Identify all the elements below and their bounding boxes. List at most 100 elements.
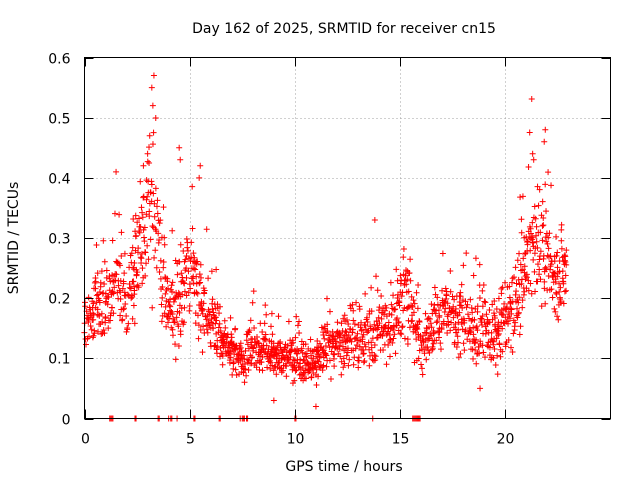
data-point [459,305,466,312]
data-point [352,345,359,352]
data-point [131,287,138,294]
x-tick-label: 10 [287,432,305,448]
data-point [177,331,184,338]
data-point [404,340,411,347]
data-point [394,277,401,284]
data-point [249,354,255,361]
data-point [258,359,265,366]
data-point [533,238,540,245]
data-point [527,280,534,287]
data-point [208,316,215,323]
data-point [158,318,165,325]
data-point [162,290,169,297]
data-point [326,344,333,351]
data-point [106,275,113,282]
data-point [518,280,525,287]
data-point [307,336,314,343]
data-point [358,319,365,326]
data-point [157,257,164,264]
data-point [317,353,324,360]
data-point [369,356,376,363]
data-point [467,296,474,303]
data-point [291,362,298,369]
data-point [472,339,479,346]
data-point [461,347,468,354]
data-point [534,244,541,251]
data-point [390,292,397,299]
data-point [275,359,282,366]
data-point [179,291,186,298]
data-point [515,310,522,317]
data-point [488,329,495,336]
data-point [543,266,550,273]
data-point [326,308,333,315]
data-point [139,265,146,272]
data-point [480,282,487,289]
data-point [212,314,219,321]
data-point [371,352,378,359]
data-point [507,305,514,312]
data-point [134,219,141,226]
data-point [203,326,210,333]
data-point [285,318,292,325]
data-point [399,323,406,330]
data-point [341,312,348,319]
data-point [340,364,347,371]
data-point [350,317,357,324]
data-point [260,345,267,352]
data-point [86,333,93,340]
data-point [160,264,167,271]
data-point [514,314,521,321]
data-point [275,313,282,320]
data-point [364,318,371,325]
data-point [501,300,508,307]
data-point [376,304,383,311]
data-point [401,335,408,342]
data-point [164,319,171,326]
data-point [493,306,500,313]
data-point [105,294,112,301]
data-point [563,247,570,254]
data-point [185,268,192,275]
data-point [293,359,300,366]
data-point [495,330,502,337]
data-point [171,296,178,303]
data-point [109,304,116,311]
data-point [110,310,117,317]
data-point [455,354,462,361]
data-point [551,305,558,312]
data-point [95,328,102,335]
data-point [430,340,437,347]
data-point [383,304,390,311]
data-point [515,299,522,306]
data-point [505,320,512,327]
data-point [468,317,475,324]
data-point [262,302,269,309]
data-point [227,354,234,361]
data-point [269,331,276,338]
data-point [204,329,211,336]
data-point [426,335,433,342]
data-point [474,303,481,310]
data-point [349,326,356,333]
data-point [529,239,536,246]
data-point [299,349,306,356]
data-point [294,350,301,357]
data-point [148,84,155,91]
data-point [242,366,249,373]
data-point [556,294,563,301]
data-point [290,363,297,370]
data-point [199,349,206,356]
data-point [508,306,515,313]
data-point [130,278,137,285]
data-point [152,247,159,254]
data-point [482,330,489,337]
data-point [428,301,435,308]
data-point [105,325,112,332]
data-point [318,324,325,331]
x-tick-label: 5 [186,432,195,448]
data-point [156,236,163,243]
data-point [562,253,569,260]
data-point [200,323,207,330]
data-point [457,293,464,300]
